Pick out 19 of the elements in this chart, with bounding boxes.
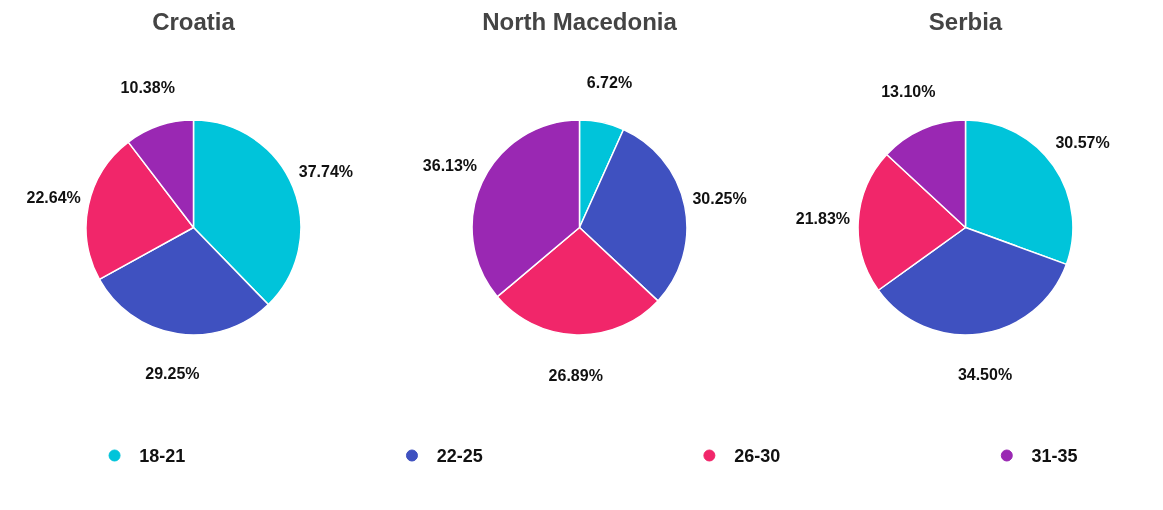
data-label: 21.83% xyxy=(795,209,851,227)
legend-label: 18-21 xyxy=(139,446,186,466)
legend-label: 26-30 xyxy=(734,446,781,466)
data-label: 13.10% xyxy=(881,83,936,101)
data-label: 10.38% xyxy=(120,78,175,96)
data-label: 6.72% xyxy=(586,74,633,92)
chart-title: North Macedonia xyxy=(482,7,678,35)
data-label: 22.64% xyxy=(26,188,81,206)
chart-title: Serbia xyxy=(928,7,1003,35)
data-label: 30.25% xyxy=(692,189,747,207)
data-label: 30.57% xyxy=(1055,134,1110,152)
legend-label: 22-25 xyxy=(436,446,483,466)
data-label: 34.50% xyxy=(957,365,1013,383)
data-label: 29.25% xyxy=(145,365,200,383)
legend-label: 31-35 xyxy=(1031,446,1078,466)
data-label: 37.74% xyxy=(298,163,354,181)
data-label: 36.13% xyxy=(422,156,478,174)
data-label: 26.89% xyxy=(548,366,603,384)
chart-title: Croatia xyxy=(152,7,236,35)
